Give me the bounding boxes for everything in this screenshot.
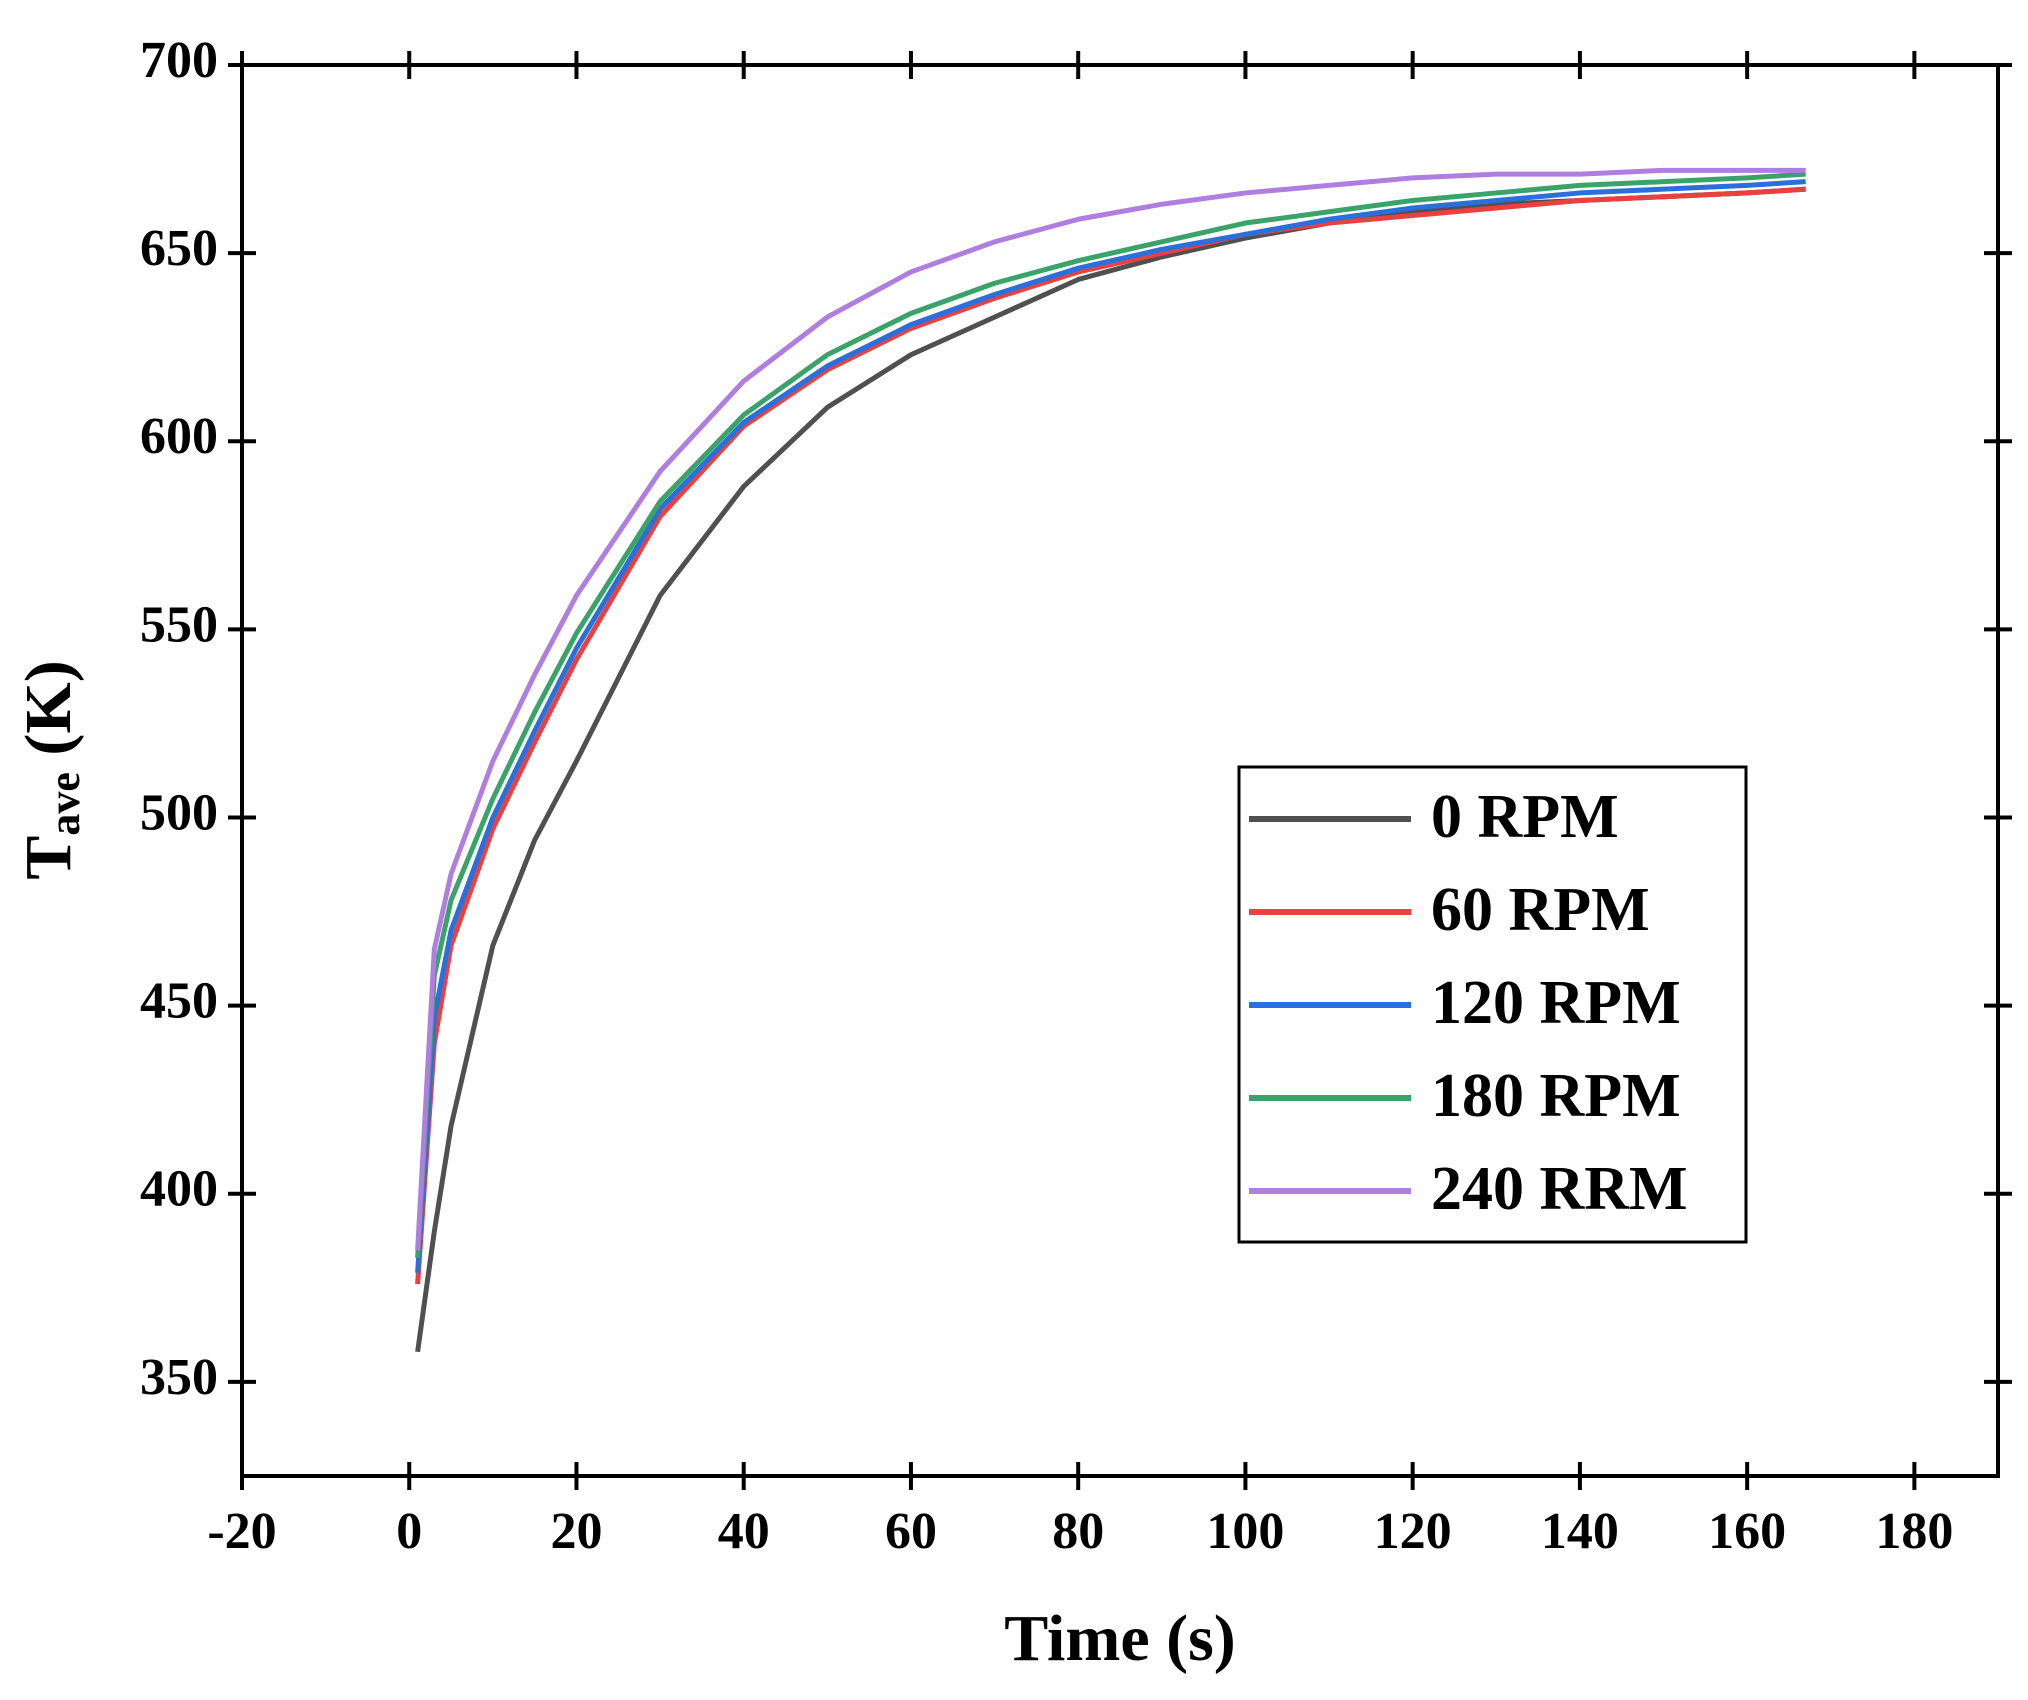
x-tick-label: -20 — [207, 1503, 276, 1560]
y-tick-label: 650 — [140, 220, 218, 277]
legend-label: 180 RPM — [1431, 1062, 1681, 1130]
y-axis-label: Tave (K) — [12, 660, 89, 879]
y-tick-label: 400 — [140, 1161, 218, 1218]
x-tick-label: 60 — [885, 1503, 937, 1560]
x-tick-label: 100 — [1206, 1503, 1284, 1560]
y-label-unit: (K) — [12, 660, 85, 772]
y-label-subscript: ave — [40, 772, 89, 836]
legend-label: 0 RPM — [1431, 783, 1619, 851]
y-tick-label: 700 — [140, 32, 218, 89]
x-tick-label: 180 — [1875, 1503, 1953, 1560]
y-tick-label: 600 — [140, 408, 218, 465]
series-line — [415, 171, 1806, 1258]
series-line — [415, 186, 1806, 1285]
y-tick-label: 450 — [140, 973, 218, 1030]
x-tick-label: 160 — [1708, 1503, 1786, 1560]
x-tick-label: 80 — [1052, 1503, 1104, 1560]
legend-label: 240 RRM — [1431, 1155, 1688, 1223]
x-tick-label: 0 — [396, 1503, 422, 1560]
x-axis-label: Time (s) — [1004, 1602, 1236, 1675]
x-tick-label: 40 — [718, 1503, 770, 1560]
plot-frame — [240, 63, 2000, 1478]
y-tick-label: 350 — [140, 1349, 218, 1406]
series-line — [415, 179, 1806, 1273]
y-label-main: T — [12, 836, 85, 880]
legend-label: 60 RPM — [1431, 876, 1650, 944]
y-tick-label: 500 — [140, 784, 218, 841]
x-tick-label: 120 — [1374, 1503, 1452, 1560]
series-line — [415, 167, 1806, 1251]
legend-label: 120 RPM — [1431, 969, 1681, 1037]
x-tick-label: 140 — [1541, 1503, 1619, 1560]
y-tick-label: 550 — [140, 596, 218, 653]
x-tick-label: 20 — [550, 1503, 602, 1560]
